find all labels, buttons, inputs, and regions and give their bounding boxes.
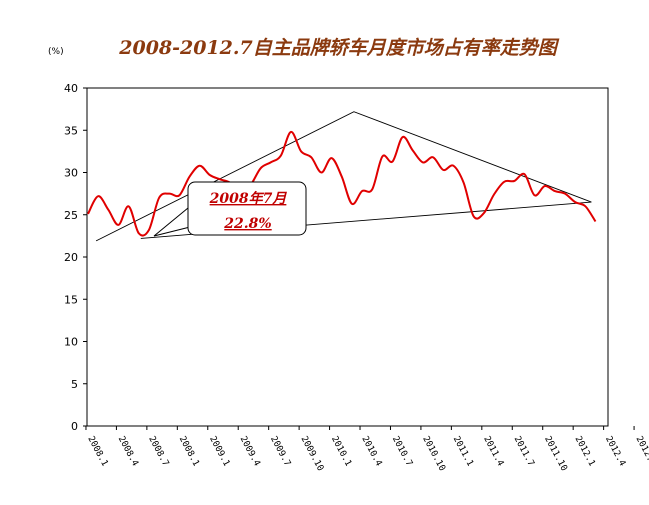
y-axis: 0 5 10 15 20 25 30 35 40 [64,82,87,433]
series-group [87,130,597,237]
x-tick-label: 2010.10 [420,435,447,473]
annotation-date: 2008年7月 [209,190,288,207]
x-axis: 2008.1 2008.4 2008.7 2008.1 2009.1 2009.4 2009… [85,426,649,473]
plot-area [86,87,609,427]
chart-title: 2008-2012.7自主品牌轿车月度市场占有率走势图 [118,37,559,59]
x-tick-label: 2008.4 [116,435,140,468]
trend-line-1 [95,111,592,242]
y-tick-label: 10 [64,336,78,349]
y-tick-label: 30 [64,167,78,180]
y-tick-label: 15 [64,293,78,306]
x-tick-label: 2009.4 [238,435,262,468]
x-tick-label: 2010.1 [329,435,353,468]
x-tick-label: 2011.4 [481,435,505,468]
y-unit-label: (%) [48,47,64,57]
x-tick-label: 2012.1 [573,435,597,468]
x-tick-label: 2011.10 [542,435,569,473]
annotation-value: 22.8% [223,216,271,232]
y-tick-label: 25 [64,209,78,222]
annotation-box [187,181,307,236]
x-tick-label: 2008.7 [146,435,170,468]
annotation-callout: 2008年7月 22.8% [153,181,307,237]
x-tick-label: 2009.7 [268,435,292,468]
x-tick-label: 2011.1 [451,435,475,468]
x-tick-label: 2009.10 [298,435,325,473]
x-tick-label: 2010.4 [359,435,383,468]
series-line [87,130,597,237]
x-tick-label: 2010.7 [390,435,414,468]
x-tick-label: 2008.1 [177,435,201,468]
x-tick-label: 2009.1 [207,435,231,468]
y-tick-label: 40 [64,82,78,95]
x-tick-label: 2011.7 [512,435,536,468]
y-tick-label: 0 [71,420,78,433]
x-tick-label: 2012.4 [603,435,627,468]
y-tick-label: 20 [64,251,78,264]
trend-lines [95,111,592,242]
y-tick-label: 5 [71,378,78,391]
y-tick-label: 35 [64,124,78,137]
x-tick-label: 2008.1 [85,435,109,468]
x-tick-label: 2012.7 [633,435,649,468]
